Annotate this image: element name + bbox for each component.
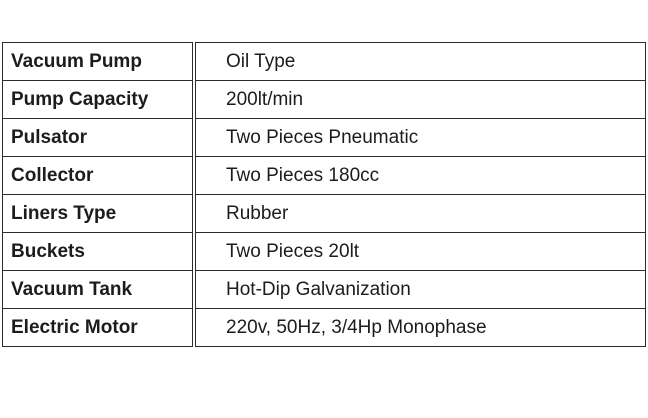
table-row: Vacuum Pump Oil Type xyxy=(2,42,646,81)
spec-label: Electric Motor xyxy=(2,308,196,347)
spec-value: 220v, 50Hz, 3/4Hp Monophase xyxy=(194,308,646,347)
table-row: Collector Two Pieces 180cc xyxy=(2,156,646,195)
spec-label: Buckets xyxy=(2,232,196,271)
spec-label: Vacuum Tank xyxy=(2,270,196,309)
spec-value: Two Pieces Pneumatic xyxy=(194,118,646,157)
specifications-table-body: Vacuum Pump Oil Type Pump Capacity 200lt… xyxy=(2,42,646,347)
table-row: Pulsator Two Pieces Pneumatic xyxy=(2,118,646,157)
spec-label: Pulsator xyxy=(2,118,196,157)
spec-value: Two Pieces 180cc xyxy=(194,156,646,195)
table-row: Pump Capacity 200lt/min xyxy=(2,80,646,119)
spec-label: Liners Type xyxy=(2,194,196,233)
spec-value: Two Pieces 20lt xyxy=(194,232,646,271)
spec-value: Hot-Dip Galvanization xyxy=(194,270,646,309)
table-row: Electric Motor 220v, 50Hz, 3/4Hp Monopha… xyxy=(2,308,646,347)
table-row: Buckets Two Pieces 20lt xyxy=(2,232,646,271)
spec-label: Collector xyxy=(2,156,196,195)
spec-label: Pump Capacity xyxy=(2,80,196,119)
spec-label: Vacuum Pump xyxy=(2,42,196,81)
table-row: Liners Type Rubber xyxy=(2,194,646,233)
specifications-table: Vacuum Pump Oil Type Pump Capacity 200lt… xyxy=(2,42,646,347)
table-row: Vacuum Tank Hot-Dip Galvanization xyxy=(2,270,646,309)
spec-value: Rubber xyxy=(194,194,646,233)
spec-value: 200lt/min xyxy=(194,80,646,119)
spec-value: Oil Type xyxy=(194,42,646,81)
